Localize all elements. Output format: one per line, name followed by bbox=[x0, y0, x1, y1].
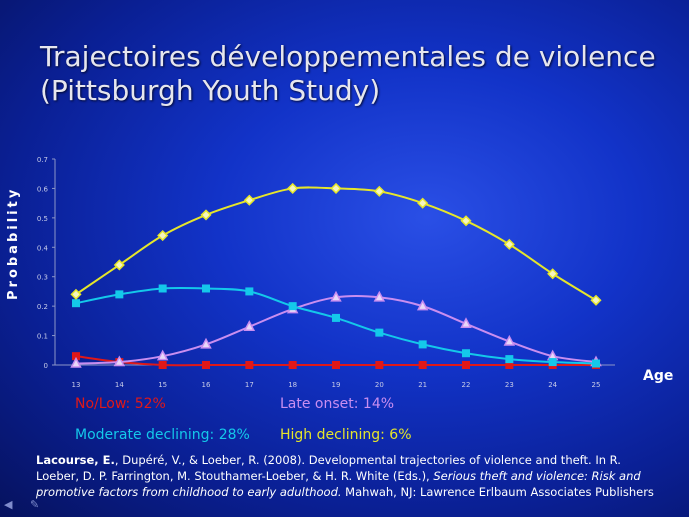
data-point bbox=[590, 294, 602, 306]
reference-citation: Lacourse, E., Dupéré, V., & Loeber, R. (… bbox=[36, 452, 666, 500]
x-tick-label: 21 bbox=[418, 381, 427, 389]
data-point bbox=[200, 337, 212, 349]
data-point bbox=[158, 284, 167, 293]
data-point bbox=[115, 290, 124, 299]
reference-publisher: Mahwah, NJ: Lawrence Erlbaum Associates … bbox=[341, 485, 654, 499]
data-point bbox=[418, 361, 427, 369]
data-point bbox=[373, 290, 386, 302]
y-tick-label: 0.7 bbox=[37, 156, 48, 164]
x-tick-label: 19 bbox=[332, 381, 341, 389]
previous-slide-icon[interactable]: ◀ bbox=[4, 498, 13, 511]
data-point bbox=[503, 238, 515, 250]
data-point bbox=[202, 284, 210, 293]
data-point bbox=[418, 340, 427, 349]
title-line-2: (Pittsburgh Youth Study) bbox=[40, 74, 381, 107]
title-line-1: Trajectoires développementales de violen… bbox=[40, 40, 656, 73]
y-tick-label: 0.6 bbox=[37, 185, 49, 193]
data-point bbox=[158, 361, 167, 369]
data-point bbox=[460, 215, 472, 227]
data-point bbox=[462, 361, 470, 369]
data-point bbox=[288, 302, 297, 311]
x-tick-label: 20 bbox=[375, 381, 384, 389]
data-point bbox=[332, 313, 340, 322]
x-tick-label: 25 bbox=[592, 381, 601, 389]
y-tick-label: 0.5 bbox=[37, 215, 48, 223]
reference-authors-bold: Lacourse, E. bbox=[36, 453, 115, 467]
data-point bbox=[156, 349, 169, 361]
pen-icon[interactable]: ✎ bbox=[30, 498, 40, 511]
legend-late-onset: Late onset: 14% bbox=[280, 396, 395, 412]
data-point bbox=[287, 182, 299, 194]
data-point bbox=[330, 290, 342, 302]
data-point bbox=[416, 299, 429, 311]
data-point bbox=[243, 320, 256, 331]
x-tick-label: 22 bbox=[462, 381, 471, 389]
data-point bbox=[373, 185, 385, 197]
data-point bbox=[70, 356, 82, 368]
series-line-3 bbox=[75, 186, 597, 302]
slide-title: Trajectoires développementales de violen… bbox=[40, 40, 660, 108]
data-point bbox=[505, 355, 514, 364]
data-point bbox=[547, 268, 559, 280]
data-point bbox=[245, 287, 254, 296]
legend-no-low: No/Low: 52% bbox=[75, 396, 166, 412]
data-point bbox=[72, 299, 80, 308]
reference-book-title: Serious theft and violence: Risk and pro… bbox=[36, 469, 641, 499]
series-line-1 bbox=[75, 295, 597, 365]
data-point bbox=[460, 317, 472, 329]
data-point bbox=[592, 359, 600, 368]
data-point bbox=[332, 361, 340, 369]
data-point bbox=[113, 355, 126, 367]
y-axis-label: Probability bbox=[6, 186, 21, 300]
data-point bbox=[70, 288, 82, 300]
y-tick-label: 0.2 bbox=[37, 303, 48, 311]
x-tick-label: 24 bbox=[548, 381, 557, 389]
x-axis-label: Age bbox=[643, 368, 674, 384]
x-tick-label: 13 bbox=[72, 381, 81, 389]
x-tick-label: 23 bbox=[505, 381, 514, 389]
reference-authors: , Dupéré, V., & Loeber, R. (2008). Devel… bbox=[36, 453, 621, 483]
data-point bbox=[503, 334, 516, 346]
data-point bbox=[417, 197, 429, 209]
data-point bbox=[113, 259, 125, 271]
x-tick-label: 18 bbox=[288, 381, 297, 389]
y-tick-label: 0.1 bbox=[37, 333, 48, 341]
data-point bbox=[375, 328, 384, 337]
x-tick-label: 14 bbox=[115, 381, 124, 389]
data-point bbox=[200, 209, 212, 221]
y-tick-label: 0 bbox=[44, 362, 48, 370]
data-point bbox=[548, 358, 557, 367]
data-point bbox=[288, 361, 297, 369]
legend-high-declining: High declining: 6% bbox=[280, 427, 412, 443]
data-point bbox=[330, 182, 342, 194]
legend-moderate-declining: Moderate declining: 28% bbox=[75, 427, 250, 443]
y-tick-label: 0.4 bbox=[37, 244, 49, 252]
data-point bbox=[245, 361, 254, 369]
y-tick-label: 0.3 bbox=[37, 274, 48, 282]
data-point bbox=[202, 361, 210, 369]
x-tick-label: 15 bbox=[158, 381, 167, 389]
x-tick-label: 16 bbox=[202, 381, 211, 389]
data-point bbox=[157, 229, 169, 242]
data-point bbox=[243, 194, 255, 206]
x-tick-label: 17 bbox=[245, 381, 254, 389]
data-point bbox=[375, 361, 384, 369]
data-point bbox=[462, 349, 470, 358]
